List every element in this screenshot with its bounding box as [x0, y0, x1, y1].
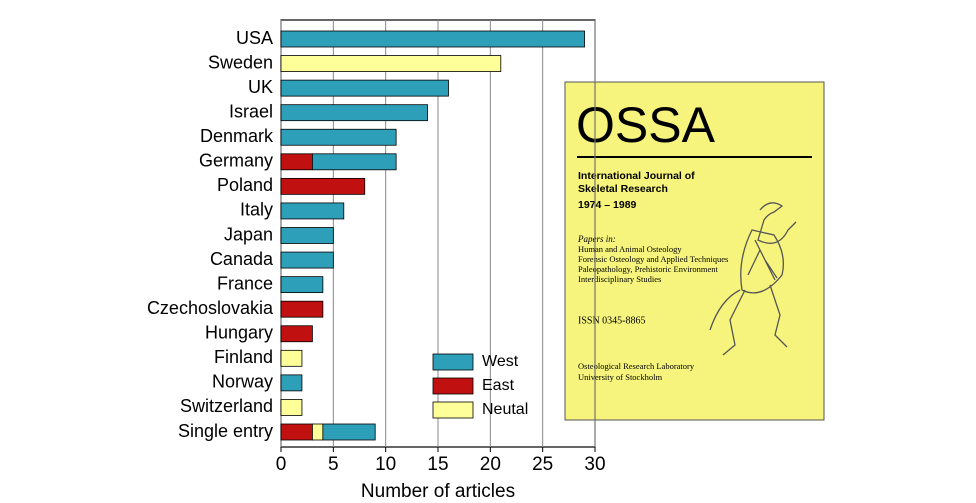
cover-papers-heading: Papers in: — [577, 234, 616, 244]
y-tick-label: Single entry — [178, 421, 273, 441]
y-tick-label: Germany — [199, 151, 273, 171]
x-tick-label: 20 — [480, 454, 501, 475]
y-tick-label: Poland — [217, 175, 273, 195]
y-tick-label: Denmark — [200, 126, 274, 146]
x-tick-label: 5 — [328, 454, 339, 475]
y-tick-label: Canada — [210, 249, 274, 269]
legend-label: Neutal — [482, 401, 528, 418]
x-tick-label: 15 — [427, 454, 448, 475]
bar — [280, 325, 313, 343]
legend-label: West — [482, 353, 519, 370]
cover-publisher: University of Stockholm — [578, 372, 662, 382]
bar — [280, 202, 345, 220]
bar — [280, 349, 303, 367]
bar — [280, 251, 334, 269]
cover-issn: ISSN 0345-8865 — [578, 315, 646, 326]
y-tick-label: USA — [236, 28, 273, 48]
bar — [280, 30, 585, 48]
bar — [311, 423, 324, 441]
x-tick-label: 30 — [584, 454, 605, 475]
cover — [564, 81, 825, 421]
cover-paper: Human and Animal Osteology — [578, 244, 682, 254]
cover-subtitle: Skeletal Research — [578, 183, 668, 195]
bar — [280, 227, 334, 244]
bar — [280, 55, 502, 72]
bar — [280, 128, 397, 146]
bar — [280, 177, 366, 195]
y-tick-label: Norway — [212, 372, 273, 392]
cover-paper: Paleopathology, Prehistoric Environment — [578, 264, 719, 274]
y-tick-label: Czechoslovakia — [147, 298, 274, 318]
y-tick-label: Israel — [229, 101, 273, 121]
bar — [280, 300, 324, 318]
y-tick-label: Hungary — [205, 323, 273, 343]
cover-subtitle: International Journal of — [578, 170, 695, 182]
bar — [280, 423, 313, 441]
y-tick-label: Finland — [214, 347, 273, 367]
x-tick-label: 10 — [375, 454, 396, 475]
bar — [280, 79, 449, 97]
bar — [311, 153, 397, 171]
cover-title: OSSA — [576, 97, 716, 153]
bar — [322, 423, 376, 441]
bar — [280, 153, 313, 171]
cover-publisher: Osteological Research Laboratory — [578, 361, 695, 371]
cover-subtitle: 1974 – 1989 — [578, 199, 637, 211]
legend-swatch — [432, 401, 474, 419]
y-tick-label: Italy — [240, 200, 273, 220]
x-tick-label: 0 — [276, 454, 287, 475]
x-axis-label: Number of articles — [361, 481, 515, 502]
bar — [280, 374, 303, 392]
bar — [280, 399, 303, 416]
bar — [280, 104, 428, 122]
skeleton-sketch — [709, 202, 797, 356]
cover-paper: Forensic Osteology and Applied Technique… — [578, 254, 728, 264]
y-tick-label: France — [217, 273, 273, 293]
legend-swatch — [432, 353, 474, 371]
legend-label: East — [482, 377, 515, 394]
y-tick-label: Switzerland — [180, 396, 273, 416]
y-tick-label: UK — [248, 77, 273, 97]
legend-swatch — [432, 377, 474, 395]
bar — [280, 276, 324, 294]
x-tick-label: 25 — [532, 454, 553, 475]
y-tick-label: Sweden — [208, 52, 273, 72]
y-tick-label: Japan — [224, 224, 273, 244]
cover-paper: Interdisciplinary Studies — [578, 274, 661, 284]
